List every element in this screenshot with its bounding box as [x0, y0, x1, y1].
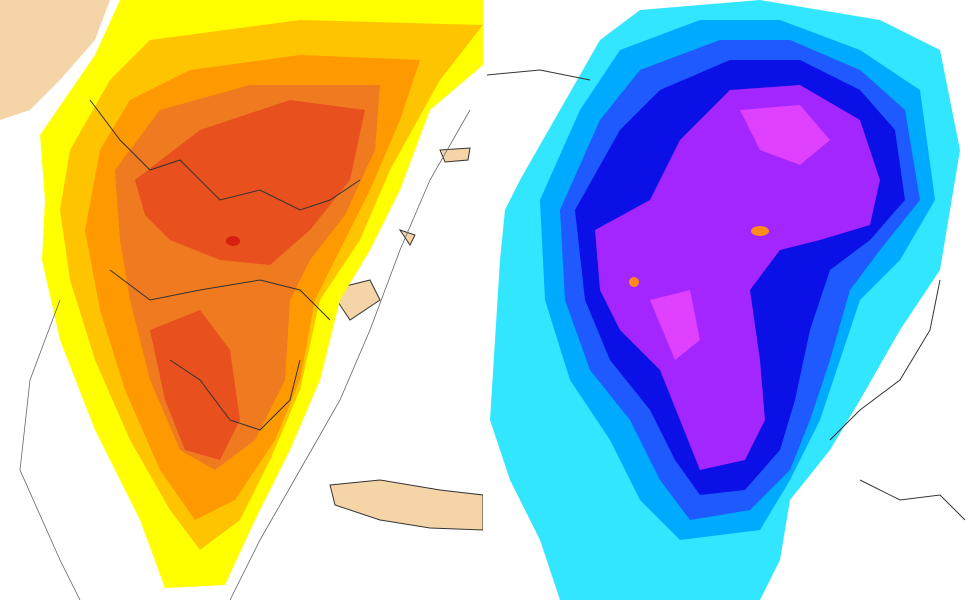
field-peak [226, 236, 240, 246]
coastline [486, 69, 966, 521]
field-level-5 [135, 100, 365, 460]
land [0, 0, 110, 120]
panel-divider [483, 0, 487, 600]
right-map-panel [486, 0, 970, 600]
contour-line [19, 109, 471, 600]
field-level-5 [595, 85, 880, 470]
left-map-panel [0, 0, 484, 600]
coastline [89, 99, 361, 431]
field-peak [629, 277, 639, 287]
field-peak [751, 226, 769, 236]
field-level-6 [650, 105, 830, 360]
